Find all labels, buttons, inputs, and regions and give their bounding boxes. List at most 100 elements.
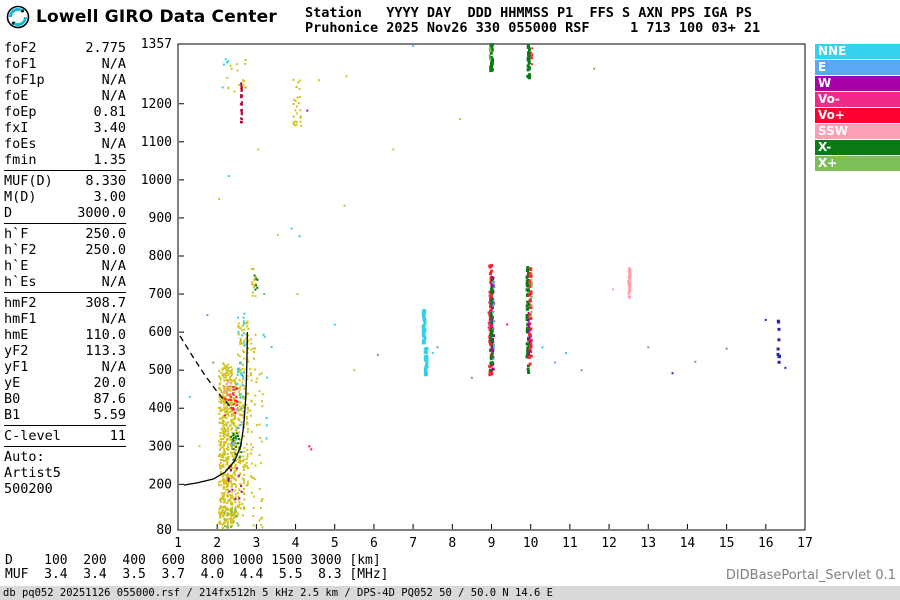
legend-item-w: W (815, 76, 900, 91)
param-row: foF2 2.775 (4, 40, 126, 56)
svg-text:700: 700 (149, 287, 172, 302)
param-label: B1 (4, 407, 21, 423)
param-row: foF1p N/A (4, 72, 126, 88)
svg-text:600: 600 (149, 325, 172, 340)
param-label: fmin (4, 152, 37, 168)
param-label: h`F (4, 226, 29, 242)
param-label: M(D) (4, 189, 37, 205)
legend-item-x+: X+ (815, 156, 900, 171)
separator (4, 170, 126, 171)
svg-text:10: 10 (523, 536, 539, 551)
param-value: 113.3 (85, 343, 126, 359)
param-row: h`F2 250.0 (4, 242, 126, 258)
svg-text:1357: 1357 (141, 37, 172, 52)
legend-item-vo-: Vo- (815, 92, 900, 107)
separator (4, 292, 126, 293)
servlet-version: DIDBasePortal_Servlet 0.1 (725, 568, 896, 583)
svg-text:11: 11 (562, 536, 578, 551)
param-row: foEs N/A (4, 136, 126, 152)
param-label: foF2 (4, 40, 37, 56)
auto-info-line: Artist5 (4, 465, 61, 481)
brand: Lowell GIRO Data Center (6, 5, 277, 29)
param-label: hmF1 (4, 311, 37, 327)
param-value: 1.35 (93, 152, 126, 168)
param-row: foEp 0.81 (4, 104, 126, 120)
svg-text:15: 15 (719, 536, 735, 551)
svg-text:200: 200 (149, 477, 172, 492)
param-row: hmE 110.0 (4, 327, 126, 343)
param-value: N/A (101, 88, 126, 104)
param-value: 3.40 (93, 120, 126, 136)
param-label: h`F2 (4, 242, 37, 258)
param-value: 3000.0 (77, 205, 126, 221)
muf-row: MUF 3.4 3.4 3.5 3.7 4.0 4.4 5.5 8.3 [MHz… (5, 567, 389, 582)
param-value: 87.6 (93, 391, 126, 407)
param-row: B0 87.6 (4, 391, 126, 407)
param-label: D (4, 205, 13, 221)
param-row: MUF(D) 8.330 (4, 173, 126, 189)
legend-item-vo+: Vo+ (815, 108, 900, 123)
brand-title: Lowell GIRO Data Center (36, 7, 277, 27)
legend-item-e: E (815, 60, 900, 75)
param-row: foE N/A (4, 88, 126, 104)
echo-direction-legend: NNE E W Vo- Vo+ SSW X- X+ (815, 44, 900, 172)
giro-logo-icon (6, 5, 30, 29)
param-label: hmF2 (4, 295, 37, 311)
svg-text:900: 900 (149, 211, 172, 226)
param-row: foF1 N/A (4, 56, 126, 72)
param-row: fmin 1.35 (4, 152, 126, 168)
param-value: 308.7 (85, 295, 126, 311)
param-value: 0.81 (93, 104, 126, 120)
muf-distance-table: D 100 200 400 600 800 1000 1500 3000 [km… (5, 554, 389, 582)
svg-text:1200: 1200 (141, 97, 172, 112)
svg-text:6: 6 (370, 536, 378, 551)
param-label: yF1 (4, 359, 29, 375)
param-value: 11 (109, 428, 126, 444)
param-value: 110.0 (85, 327, 126, 343)
param-label: h`E (4, 258, 29, 274)
param-label: yF2 (4, 343, 29, 359)
status-text: db pq052 20251126 055000.rsf / 214fx512h… (3, 587, 553, 599)
legend-item-ssw: SSW (815, 124, 900, 139)
status-bar: db pq052 20251126 055000.rsf / 214fx512h… (0, 586, 900, 600)
param-value: N/A (101, 359, 126, 375)
param-label: foEs (4, 136, 37, 152)
svg-text:5: 5 (331, 536, 339, 551)
param-row: h`E N/A (4, 258, 126, 274)
param-value: N/A (101, 136, 126, 152)
svg-text:1: 1 (174, 536, 182, 551)
distance-row: D 100 200 400 600 800 1000 1500 3000 [km… (5, 553, 381, 568)
param-row: hmF1 N/A (4, 311, 126, 327)
param-label: foEp (4, 104, 37, 120)
separator (4, 223, 126, 224)
param-label: fxI (4, 120, 29, 136)
param-row: h`F 250.0 (4, 226, 126, 242)
svg-text:500: 500 (149, 363, 172, 378)
separator (4, 425, 126, 426)
svg-text:4: 4 (292, 536, 300, 551)
svg-text:17: 17 (797, 536, 813, 551)
param-row: fxI 3.40 (4, 120, 126, 136)
svg-text:300: 300 (149, 439, 172, 454)
param-row: M(D) 3.00 (4, 189, 126, 205)
param-value: 8.330 (85, 173, 126, 189)
param-label: foF1p (4, 72, 45, 88)
param-value: N/A (101, 72, 126, 88)
param-row: yE 20.0 (4, 375, 126, 391)
param-value: 20.0 (93, 375, 126, 391)
profile-trace (179, 332, 249, 486)
separator (4, 446, 126, 447)
param-value: 2.775 (85, 40, 126, 56)
svg-text:9: 9 (488, 536, 496, 551)
svg-text:7: 7 (409, 536, 417, 551)
param-label: foF1 (4, 56, 37, 72)
param-value: N/A (101, 311, 126, 327)
auto-info-line: 500200 (4, 481, 53, 497)
param-label: h`Es (4, 274, 37, 290)
param-value: N/A (101, 274, 126, 290)
param-label: MUF(D) (4, 173, 53, 189)
param-row: yF2 113.3 (4, 343, 126, 359)
axes: 8020030040050060070080090010001100120013… (141, 37, 813, 551)
param-value: 3.00 (93, 189, 126, 205)
